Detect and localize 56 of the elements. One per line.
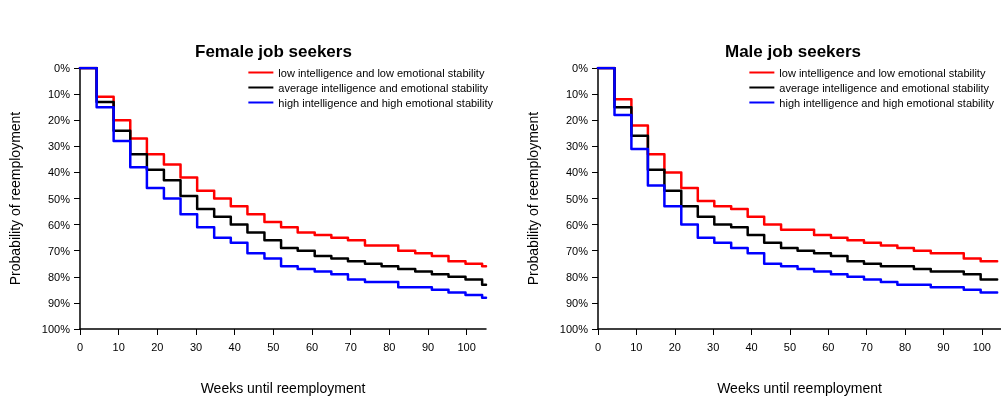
y-tick-label: 0% — [54, 62, 71, 74]
x-tick-label: 60 — [305, 340, 319, 353]
x-tick-label: 70 — [344, 340, 357, 353]
y-tick-label: 90% — [47, 296, 71, 309]
y-tick-label: 100% — [41, 323, 71, 335]
y-tick-label: 30% — [47, 140, 71, 153]
y-tick-label: 60% — [565, 218, 589, 231]
x-tick-label: 90 — [421, 340, 435, 353]
y-tick-label: 90% — [565, 296, 589, 309]
x-tick-label: 50 — [267, 340, 280, 353]
x-tick-label: 80 — [383, 340, 396, 353]
x-tick-label: 100 — [972, 340, 991, 353]
y-tick-label: 40% — [47, 166, 71, 179]
legend-label: low intelligence and low emotional stability — [278, 66, 485, 79]
x-tick-label: 20 — [668, 340, 681, 353]
chart-title: Male job seekers — [725, 42, 862, 61]
legend-label: low intelligence and low emotional stability — [779, 66, 986, 79]
y-tick-label: 80% — [565, 270, 589, 283]
x-tick-label: 20 — [151, 340, 164, 353]
x-tick-label: 70 — [860, 340, 873, 353]
x-tick-label: 30 — [189, 340, 203, 353]
legend-label: high intelligence and high emotional stability — [779, 96, 995, 109]
chart-title: Female job seekers — [195, 42, 352, 61]
y-tick-label: 50% — [565, 192, 589, 205]
y-tick-label: 10% — [47, 88, 71, 101]
y-tick-label: 30% — [565, 140, 589, 153]
x-tick-label: 50 — [783, 340, 797, 353]
x-axis-title: Weeks until reemployment — [717, 380, 882, 396]
x-tick-label: 80 — [898, 340, 912, 353]
y-tick-label: 70% — [565, 244, 589, 257]
x-tick-label: 40 — [228, 340, 241, 353]
legend-label: high intelligence and high emotional stability — [278, 96, 494, 109]
y-tick-label: 60% — [47, 218, 71, 231]
x-tick-label: 40 — [745, 340, 758, 353]
x-tick-label: 0 — [76, 340, 84, 353]
x-tick-label: 90 — [937, 340, 950, 353]
y-tick-label: 40% — [565, 166, 589, 179]
y-tick-label: 70% — [47, 244, 71, 257]
legend-label: average intelligence and emotional stability — [278, 81, 489, 94]
y-tick-label: 0% — [572, 62, 589, 74]
x-tick-label: 60 — [822, 340, 835, 353]
y-tick-label: 20% — [565, 114, 589, 127]
x-tick-label: 0 — [594, 340, 602, 353]
x-tick-label: 10 — [630, 340, 643, 353]
y-tick-label: 100% — [559, 323, 589, 335]
y-tick-label: 20% — [47, 114, 71, 127]
y-tick-label: 10% — [565, 88, 589, 101]
x-tick-label: 10 — [112, 340, 125, 353]
x-tick-label: 100 — [457, 340, 476, 353]
legend-label: average intelligence and emotional stability — [779, 81, 990, 94]
x-axis-title: Weeks until reemployment — [200, 380, 366, 396]
y-axis-title: Probability of reemployment — [7, 111, 23, 286]
y-axis-title: Probability of reemployment — [525, 111, 541, 286]
y-tick-label: 80% — [47, 270, 71, 283]
y-tick-label: 50% — [47, 192, 71, 205]
x-tick-label: 30 — [707, 340, 720, 353]
